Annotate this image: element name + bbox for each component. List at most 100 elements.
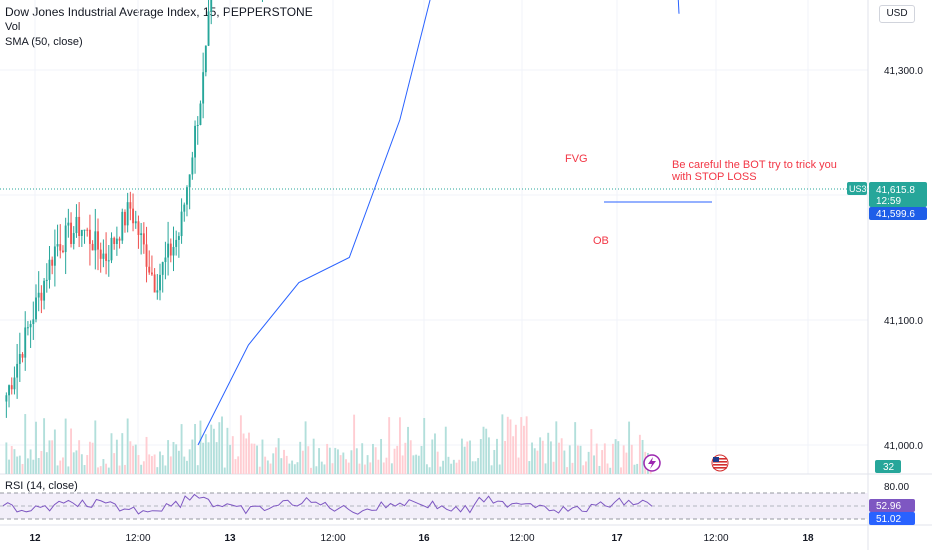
volume-bar	[18, 455, 21, 474]
volume-bar	[482, 426, 485, 474]
volume-bar	[609, 467, 612, 474]
candle-body	[29, 324, 32, 328]
volume-bar	[177, 450, 180, 474]
candle-body	[21, 354, 24, 358]
volume-bar	[188, 449, 191, 474]
chart-title: Dow Jones Industrial Average Index, 15, …	[5, 5, 313, 19]
candle-body	[37, 292, 40, 298]
volume-bar	[336, 449, 339, 474]
volume-bar	[307, 446, 310, 474]
candlesticks	[5, 0, 263, 418]
volume-bar	[5, 442, 8, 474]
volume-bar	[603, 443, 606, 474]
currency-button[interactable]: USD	[879, 5, 915, 23]
candle-body	[59, 244, 62, 251]
volume-bar	[579, 445, 582, 474]
volume-bar	[366, 455, 369, 474]
volume-bar	[396, 445, 399, 474]
volume-bar	[264, 456, 267, 474]
candle-body	[91, 243, 94, 251]
volume-bar	[520, 417, 523, 474]
rsi-value-2-bg	[869, 512, 915, 525]
volume-bar	[593, 455, 595, 474]
volume-bar	[380, 438, 383, 474]
volume-bar	[347, 462, 350, 474]
candle-body	[156, 290, 159, 293]
volume-bar	[218, 422, 221, 474]
volume-bar	[409, 440, 412, 474]
candle-body	[32, 319, 35, 325]
volume-bar	[374, 447, 377, 474]
lightning-event-icon[interactable]	[643, 454, 661, 472]
volume-bar	[310, 467, 312, 474]
volume-bar	[490, 465, 493, 474]
volume-bar	[97, 467, 99, 474]
volume-bar	[434, 433, 436, 474]
candle-body	[18, 354, 21, 364]
volume-bar	[277, 438, 280, 474]
time-tick-label: 12:00	[125, 533, 150, 544]
candle-body	[124, 211, 126, 226]
price-axis[interactable]: 42,000.041,900.041,800.041,700.041,600.0…	[884, 0, 923, 452]
candle-body	[150, 272, 153, 275]
candle-body	[72, 233, 75, 244]
candle-body	[210, 0, 213, 12]
candle-body	[67, 222, 70, 226]
candle-body	[97, 231, 99, 250]
volume-bar	[118, 465, 121, 474]
volume-bar	[361, 443, 364, 474]
volume-bar	[153, 454, 156, 474]
volume-bar	[59, 460, 62, 474]
candle-body	[207, 11, 210, 46]
volume-bar	[293, 464, 296, 474]
volume-bar	[566, 467, 569, 474]
candle-body	[105, 253, 108, 261]
volume-bar	[56, 465, 59, 474]
candle-body	[94, 231, 97, 251]
sma-indicator-label[interactable]: SMA (50, close)	[5, 36, 83, 48]
volume-bar	[574, 422, 577, 474]
volume-bar	[617, 441, 620, 474]
volume-bar	[212, 428, 215, 474]
volume-bar	[496, 438, 498, 474]
time-axis[interactable]: 12 12:00 13 12:00 16 12:00 17 12:00 18	[29, 533, 814, 544]
volume-bar	[258, 466, 261, 474]
candle-body	[40, 292, 43, 301]
trend-drawings[interactable]	[550, 0, 712, 203]
volume-bar	[142, 461, 145, 474]
symbol-tag: US30	[849, 184, 872, 194]
volume-bar	[595, 443, 598, 474]
volume-bar	[115, 439, 118, 474]
volume-bar	[323, 464, 326, 474]
candle-body	[48, 259, 51, 280]
volume-bar	[585, 461, 587, 474]
candle-body	[43, 280, 46, 301]
volume-bar	[226, 427, 229, 474]
volume-bar	[194, 423, 196, 474]
candle-body	[24, 327, 27, 358]
volume-bar	[148, 454, 151, 474]
volume-indicator-label[interactable]: Vol	[5, 21, 21, 33]
volume-bar	[514, 424, 517, 474]
volume-bar	[636, 463, 639, 474]
volume-bar	[398, 417, 401, 474]
volume-bar	[80, 454, 83, 474]
volume-bar	[72, 452, 75, 474]
ob-label: OB	[593, 235, 609, 247]
candle-body	[196, 124, 199, 126]
volume-bar	[94, 420, 97, 474]
candle-body	[107, 260, 110, 262]
volume-bar	[256, 445, 259, 474]
rsi-label[interactable]: RSI (14, close)	[5, 480, 78, 492]
volume-bar	[423, 418, 426, 474]
us-flag-event-icon[interactable]	[711, 454, 729, 472]
volume-bar	[110, 433, 113, 474]
rsi-upper-value: 80.00	[884, 482, 909, 493]
volume-bar	[102, 459, 105, 474]
volume-bar	[16, 456, 19, 474]
candle-body	[56, 244, 59, 247]
volume-bar	[13, 449, 16, 474]
volume-bar	[544, 463, 547, 474]
volume-bar	[67, 466, 70, 474]
